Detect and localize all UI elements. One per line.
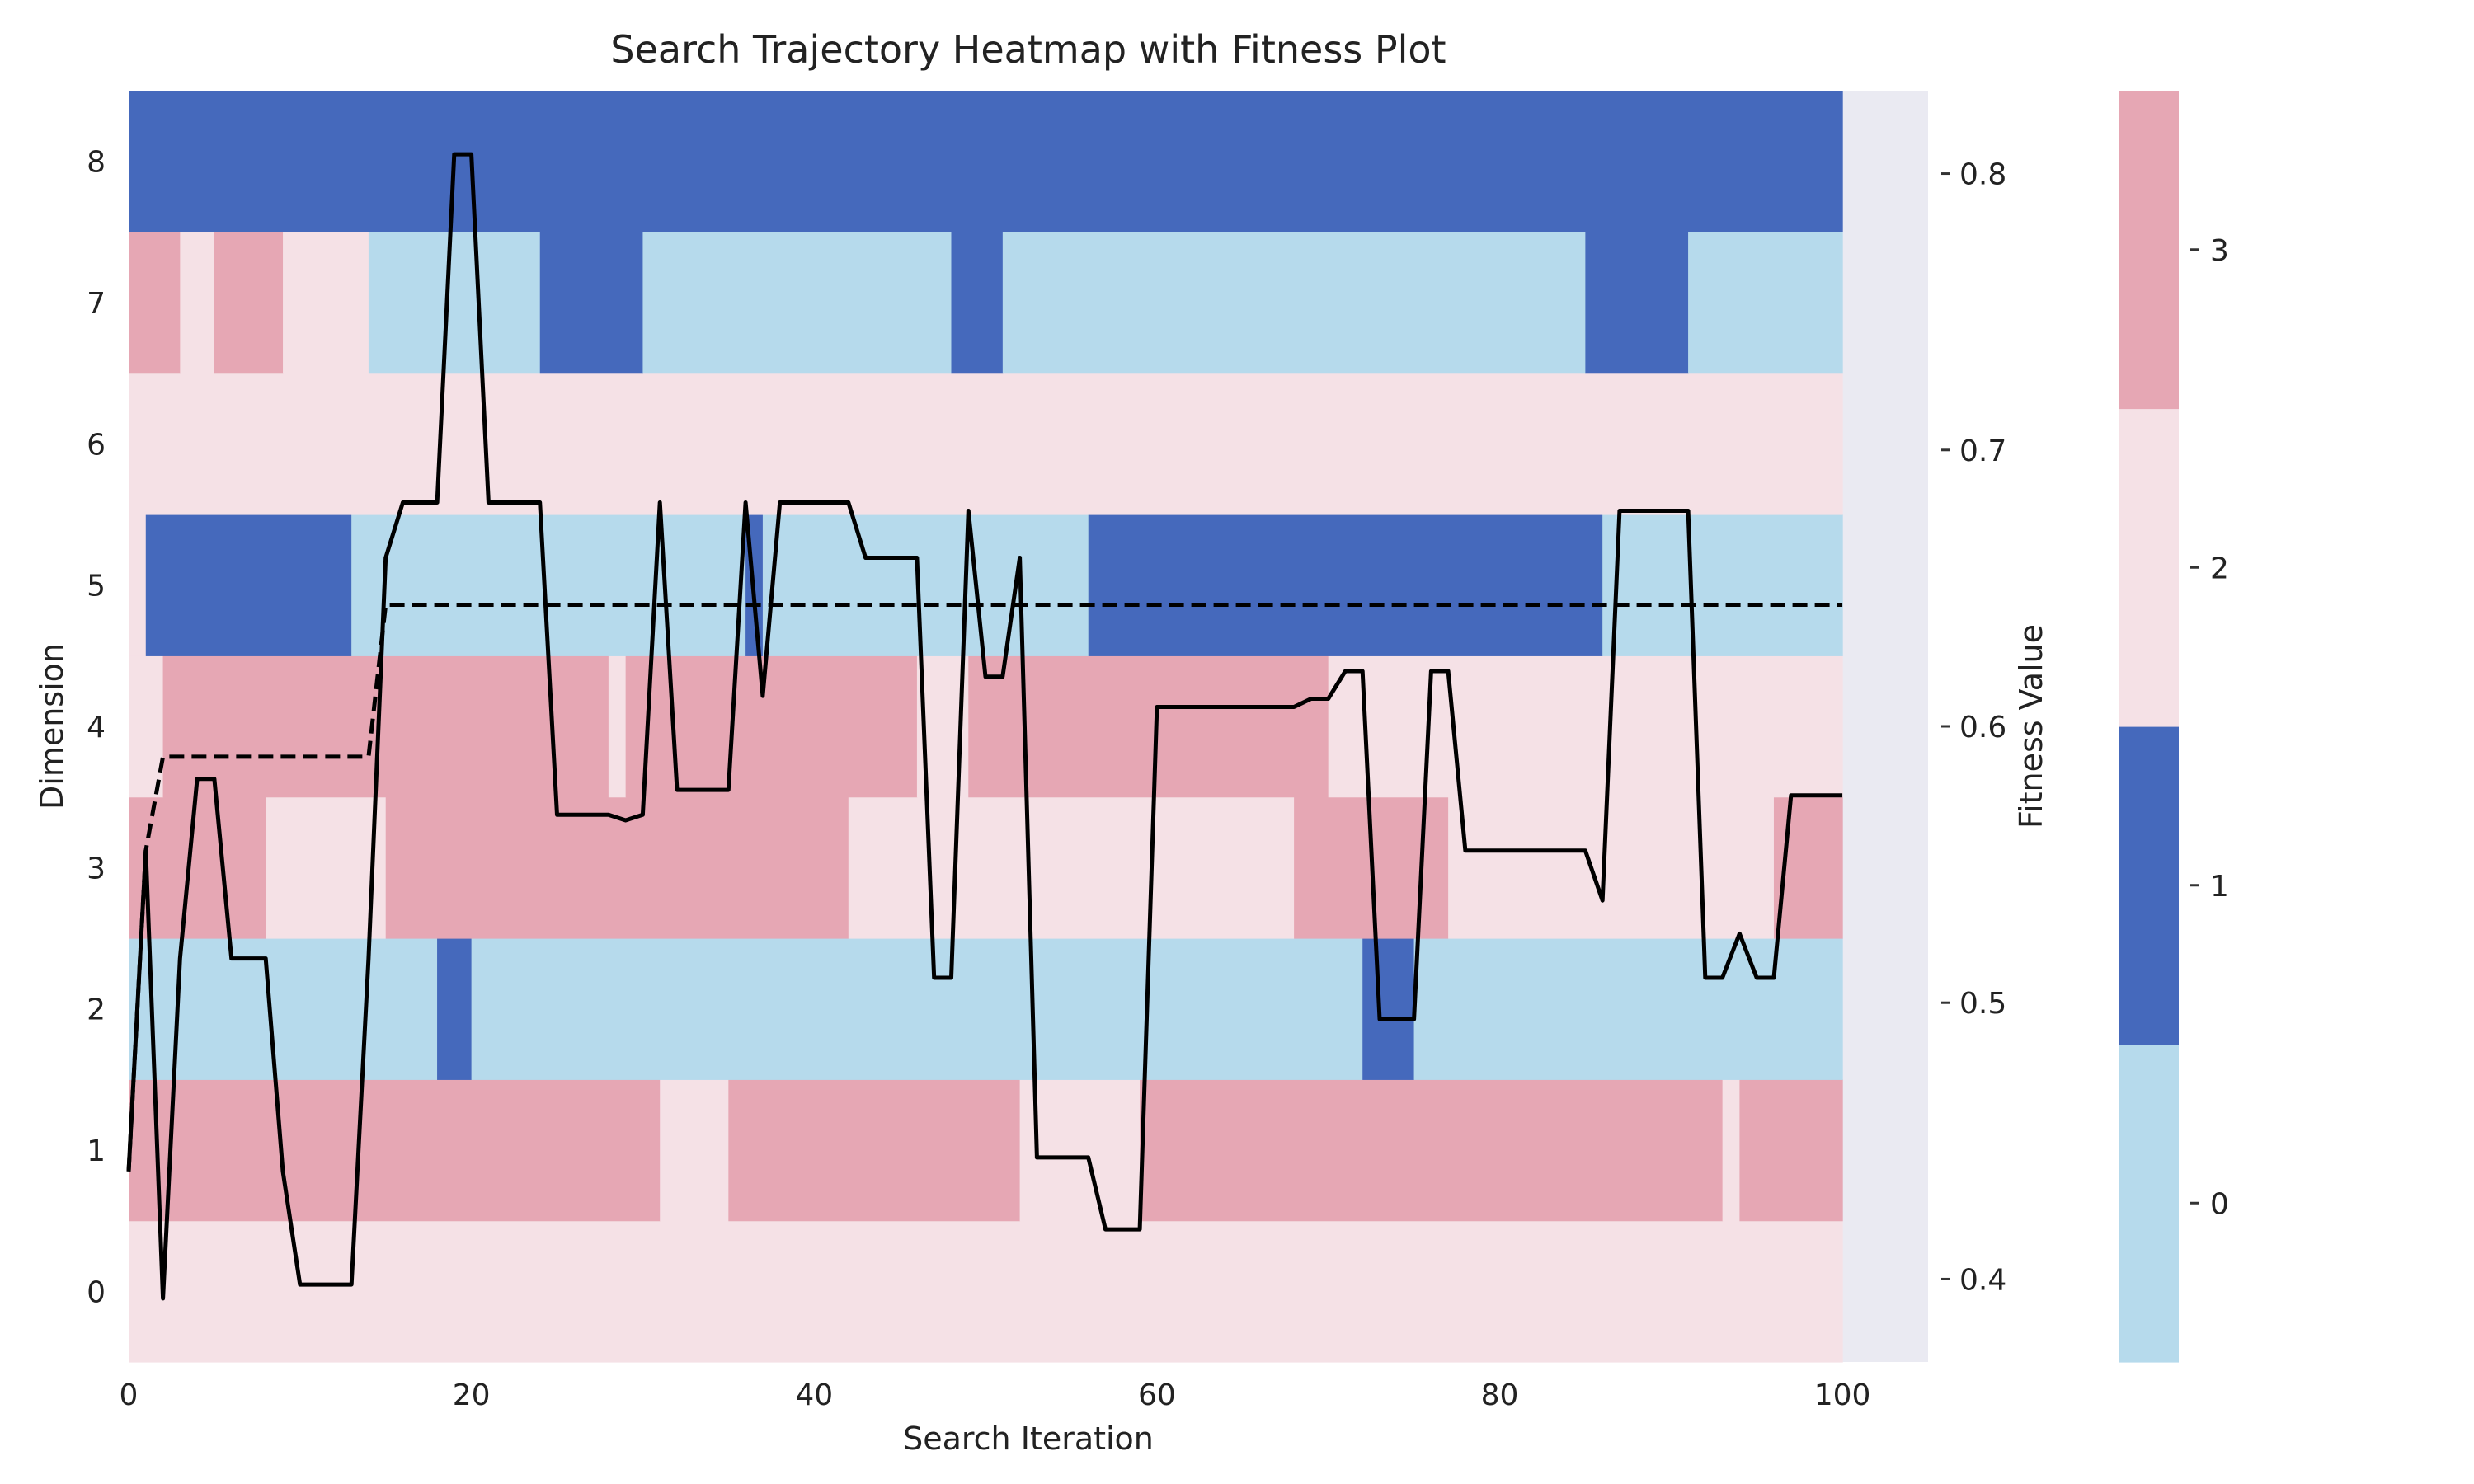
x-tick-label-100: 100: [1814, 1378, 1871, 1412]
heatmap-cell-d3-5: [1448, 796, 1775, 939]
y-tick-label-4: 4: [87, 711, 106, 744]
y2-axis-label: Fitness Value: [2013, 624, 2049, 829]
x-axis-label: Search Iteration: [903, 1421, 1154, 1457]
heatmap-cell-d7-0: [129, 232, 181, 374]
fitness-lines: [126, 152, 1843, 1301]
heatmap-cell-d4-6: [1328, 655, 1843, 798]
heatmap-cell-d1-3: [1019, 1079, 1141, 1222]
heatmap-cell-d5-5: [1088, 514, 1603, 656]
x-tick-label-40: 40: [795, 1378, 833, 1412]
colorbar-tick-label-0: 0: [2210, 1187, 2229, 1221]
heatmap-cell-d2-3: [1362, 938, 1415, 1080]
y-tick-label-6: 6: [87, 428, 106, 462]
y-tick-label-1: 1: [87, 1134, 106, 1168]
heatmap-cell-d4-1: [162, 655, 609, 798]
heatmap-cell-d7-4: [368, 232, 541, 374]
x-tick-label-80: 80: [1481, 1378, 1519, 1412]
y2-tick-label-1: 0.5: [1959, 987, 2006, 1021]
heatmap-cell-d7-6: [642, 232, 952, 374]
colorbar: 0 1 2 3: [2119, 91, 2229, 1363]
colorbar-swatch-0: [2119, 1044, 2179, 1363]
heatmap-cell-d4-0: [129, 655, 164, 798]
y2-tick-label-0: 0.4: [1959, 1263, 2006, 1297]
heatmap-cell-d7-3: [283, 232, 369, 374]
colorbar-tick-label-2: 2: [2210, 552, 2229, 585]
colorbar-tick-label-3: 3: [2210, 234, 2229, 268]
heatmap-cell-d3-1: [266, 796, 387, 939]
y2-tick-label-4: 0.8: [1959, 158, 2006, 192]
x-tick-label-20: 20: [453, 1378, 491, 1412]
heatmap-cell-d4-2: [608, 655, 627, 798]
heatmap-cell-d1-4: [1140, 1079, 1724, 1222]
colorbar-swatch-1: [2119, 726, 2179, 1045]
heatmap-cell-d5-0: [129, 514, 147, 656]
y2-tick-label-2: 0.6: [1959, 711, 2006, 744]
heatmap-cell-d7-8: [1002, 232, 1586, 374]
heatmap-cell-d2-1: [437, 938, 473, 1080]
heatmap-cell-d8-0: [129, 91, 1843, 232]
heatmap-cell-d3-3: [848, 796, 1295, 939]
heatmap-cell-d7-1: [180, 232, 215, 374]
heatmap-cell-d7-10: [1688, 232, 1843, 374]
y2-axis-ticks: 0.4 0.5 0.6 0.7 0.8: [1941, 158, 2006, 1297]
y-tick-label-3: 3: [87, 852, 106, 885]
heatmap-cell-d1-1: [660, 1079, 729, 1222]
colorbar-tick-label-1: 1: [2210, 870, 2229, 904]
heatmap-cell-d2-4: [1413, 938, 1843, 1080]
heatmap-cell-d1-5: [1722, 1079, 1741, 1222]
y-axis-label: Dimension: [34, 643, 70, 810]
fitness-line: [126, 152, 1843, 1301]
colorbar-swatch-2: [2119, 408, 2179, 727]
y-tick-label-7: 7: [87, 287, 106, 321]
y-tick-label-0: 0: [87, 1275, 106, 1309]
heatmap-cells: [129, 91, 1843, 1363]
heatmap-cell-d5-4: [762, 514, 1089, 656]
heatmap-cell-d1-0: [129, 1079, 661, 1222]
y-tick-label-8: 8: [87, 146, 106, 180]
best-fitness-line: [126, 603, 1843, 1172]
heatmap-cell-d1-6: [1739, 1079, 1843, 1222]
y-tick-label-5: 5: [87, 570, 106, 603]
heatmap-cell-d7-9: [1585, 232, 1689, 374]
heatmap-cell-d7-5: [539, 232, 644, 374]
heatmap-cell-d4-5: [968, 655, 1329, 798]
heatmap-cell-d0-0: [129, 1220, 1843, 1363]
heatmap-cell-d5-1: [145, 514, 352, 656]
heatmap-cell-d3-2: [385, 796, 849, 939]
chart-title: Search Trajectory Heatmap with Fitness P…: [610, 27, 1446, 72]
heatmap-cell-d1-2: [728, 1079, 1021, 1222]
heatmap-cell-d7-2: [214, 232, 284, 374]
heatmap-cell-d7-7: [951, 232, 1004, 374]
x-tick-label-0: 0: [120, 1378, 139, 1412]
heatmap-cell-d6-0: [129, 373, 1843, 515]
heatmap-cell-d2-2: [471, 938, 1363, 1080]
y2-tick-label-3: 0.7: [1959, 434, 2006, 468]
x-tick-label-60: 60: [1138, 1378, 1176, 1412]
heatmap-cell-d5-6: [1602, 514, 1843, 656]
colorbar-swatch-3: [2119, 91, 2179, 410]
x-axis-ticks: 0 20 40 60 80 100: [120, 1378, 1871, 1412]
y-tick-label-2: 2: [87, 993, 106, 1027]
y-axis-ticks: 0 1 2 3 4 5 6 7 8: [87, 146, 106, 1310]
heatmap-cell-d3-0: [129, 796, 266, 939]
